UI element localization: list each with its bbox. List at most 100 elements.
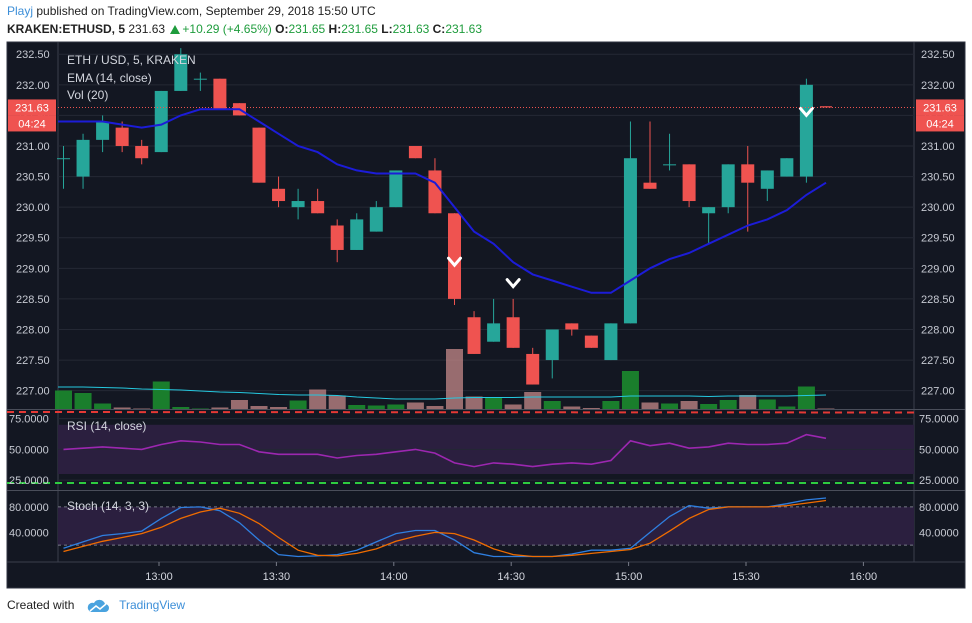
time-tick-label: 16:00 <box>850 571 878 583</box>
candle-body <box>526 353 540 385</box>
candle-body <box>389 170 403 208</box>
created-with-text: Created with <box>7 598 75 612</box>
volume-bar <box>446 349 463 409</box>
volume-bar <box>309 389 327 409</box>
time-tick-label: 14:30 <box>497 571 525 583</box>
candle-body <box>682 164 696 202</box>
footer: Created with TradingView <box>7 598 185 613</box>
time-tick-label: 15:00 <box>615 571 643 583</box>
high-label: H: <box>328 22 342 36</box>
candle-body <box>174 54 188 91</box>
signal-markers <box>447 106 814 289</box>
left-price-tick: 228.00 <box>16 324 50 336</box>
left-price-tick: 227.00 <box>16 386 50 398</box>
volume-bar <box>778 406 796 409</box>
volume-bar <box>661 403 679 409</box>
volume-bar <box>719 400 737 409</box>
volume-bar <box>74 393 92 409</box>
left-last-price-tag <box>8 99 56 116</box>
candle-body <box>252 127 266 183</box>
right-price-tick: 228.50 <box>921 294 955 306</box>
candle-body <box>506 317 520 348</box>
right-price-tick: 232.50 <box>921 49 955 61</box>
candle-body <box>272 188 286 202</box>
price-axis: 227.00 227.00 227.50 227.50 228.00 228.00 228.… <box>8 49 964 398</box>
author-link[interactable]: Playj <box>7 4 34 18</box>
left-price-tick: 227.50 <box>16 355 50 367</box>
stoch-band-fill <box>58 506 914 546</box>
volume-bar <box>563 406 581 409</box>
volume-bar <box>758 399 776 409</box>
low-label: L: <box>381 22 393 36</box>
candle-body <box>311 201 325 214</box>
volume-bar <box>621 371 639 409</box>
ema-line <box>58 108 827 294</box>
volume-bar <box>55 390 72 409</box>
candle-body <box>819 106 832 108</box>
stoch-left-tick: 80.0000 <box>9 502 49 514</box>
left-countdown-tag <box>8 115 56 132</box>
candle-body <box>330 225 344 250</box>
volume-bar <box>152 381 170 409</box>
ema-path <box>58 108 827 294</box>
volume-bar <box>191 408 209 409</box>
high-value: 231.65 <box>341 22 378 36</box>
rsi-right-tick: 75.0000 <box>919 414 959 426</box>
left-price-tick: 232.50 <box>16 49 50 61</box>
candlesticks <box>57 48 832 385</box>
right-price-tick: 230.00 <box>921 202 955 214</box>
volume-bar <box>465 396 483 409</box>
candle-body <box>448 213 461 299</box>
stoch-left-tick: 40.0000 <box>9 527 49 539</box>
left-price-tick: 231.00 <box>16 141 50 153</box>
volume-bar <box>602 401 620 409</box>
right-countdown-label: 04:24 <box>926 118 954 130</box>
indicator-legend-item: EMA (14, close) <box>67 71 152 85</box>
left-price-tick: 229.00 <box>16 263 50 275</box>
candle-body <box>663 164 677 166</box>
symbol-label: KRAKEN:ETHUSD, 5 <box>7 22 126 36</box>
right-countdown-tag <box>916 115 964 132</box>
candle-body <box>780 158 794 177</box>
low-value: 231.63 <box>392 22 430 36</box>
volume-bar <box>230 400 248 409</box>
volume-bar <box>641 402 659 409</box>
tradingview-link[interactable]: TradingView <box>119 598 186 612</box>
stoch-title: Stoch (14, 3, 3) <box>67 499 149 513</box>
publish-line: Playj published on TradingView.com, Sept… <box>7 4 376 18</box>
rsi-line <box>63 433 827 468</box>
rsi-left-tick: 75.0000 <box>9 414 49 426</box>
volume-ma-path <box>58 386 827 400</box>
volume-bar <box>739 395 757 409</box>
legend: ETH / USD, 5, KRAKEN EMA (14, close) Vol (… <box>67 53 196 102</box>
stoch-d-line <box>63 499 827 558</box>
candle-body <box>369 207 383 232</box>
time-axis: 13:00 13:30 14:00 14:30 15:00 15:30 16:00 <box>145 562 877 583</box>
left-price-tick: 230.50 <box>16 172 50 184</box>
candle-body <box>623 158 637 324</box>
right-price-tick: 229.00 <box>921 263 955 275</box>
volume-bar <box>133 408 151 409</box>
rsi-pane: 25.0000 25.0000 50.0000 50.0000 75.0000 75.00… <box>6 411 959 487</box>
chart-frame <box>6 41 966 589</box>
volume-bar <box>817 408 835 409</box>
tradingview-cloud-icon <box>87 599 109 612</box>
candle-body <box>741 164 755 183</box>
volume-ma-line <box>58 386 827 400</box>
candle-body <box>799 84 813 177</box>
right-price-tick: 228.00 <box>921 324 955 336</box>
rsi-title: RSI (14, close) <box>67 419 146 433</box>
indicator-legend-item: Vol (20) <box>67 88 108 102</box>
volume-bar <box>94 403 112 409</box>
candle-body <box>545 329 559 361</box>
left-price-tick: 230.00 <box>16 202 50 214</box>
volume-bar <box>250 406 268 409</box>
right-last-price-tag <box>916 99 964 116</box>
stoch-right-tick: 40.0000 <box>919 527 959 539</box>
volume-bar <box>524 392 542 409</box>
time-tick-label: 15:30 <box>732 571 760 583</box>
candle-body <box>291 201 305 208</box>
candle-body <box>408 145 422 159</box>
candle-body <box>467 317 481 354</box>
